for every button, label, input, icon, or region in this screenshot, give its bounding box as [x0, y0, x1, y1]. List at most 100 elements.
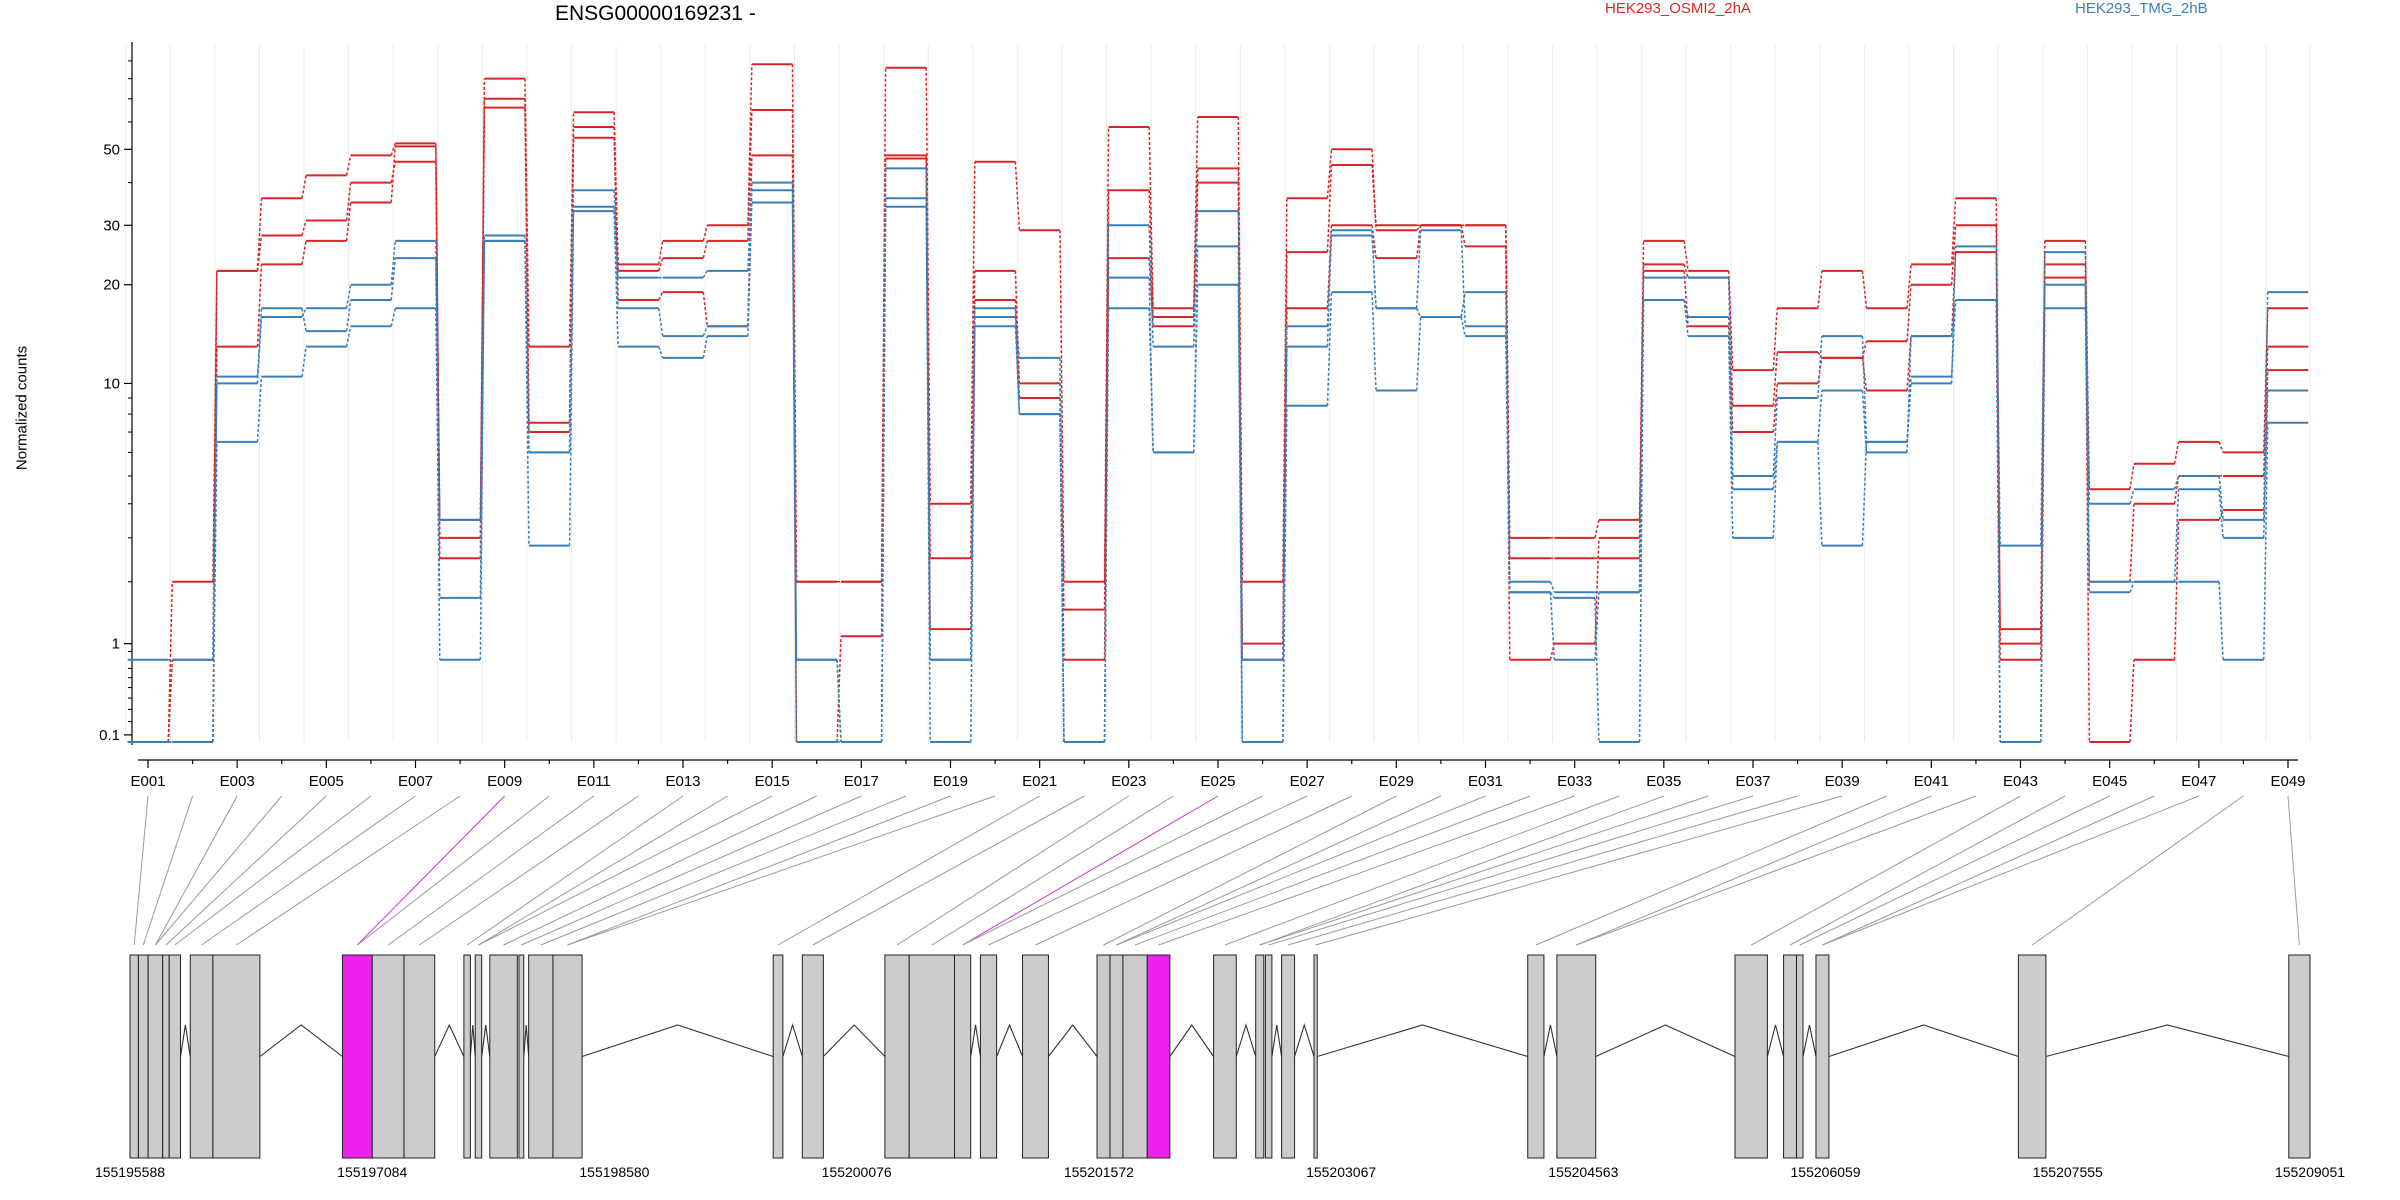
- exon-connector: [1315, 795, 1843, 946]
- series-connector: [1772, 397, 1779, 476]
- series-connector: [301, 220, 307, 236]
- series-connector: [2129, 503, 2135, 582]
- x-tick-label: E013: [665, 773, 700, 790]
- highlighted-exon: [341, 954, 373, 1159]
- x-tick-label: E027: [1290, 773, 1325, 790]
- series-connector: [2173, 441, 2180, 464]
- series-connector: [1727, 336, 1734, 538]
- series-connector: [791, 190, 798, 660]
- genomic-tick-label: 155195588: [95, 1164, 165, 1180]
- genomic-tick-label: 155206059: [1791, 1164, 1861, 1180]
- exon-connector: [988, 795, 1308, 946]
- legend-item-osmi2: HEK293_OSMI2_2hA: [1605, 0, 1751, 17]
- series-connector: [1950, 299, 1957, 377]
- series-connector: [1772, 383, 1779, 433]
- series-connector: [880, 206, 887, 743]
- series-connector: [435, 143, 441, 520]
- intron-line: [822, 1024, 886, 1057]
- exon-connector: [357, 795, 550, 946]
- exon-block: [1122, 954, 1148, 1159]
- series-3: [127, 167, 2309, 743]
- series-connector: [1772, 441, 1779, 538]
- series-connector: [2173, 519, 2180, 660]
- exon-connector: [356, 795, 506, 946]
- series-connector: [1148, 308, 1154, 453]
- exon-block: [552, 954, 583, 1159]
- exon-connector: [1576, 795, 1977, 946]
- series-connector: [1192, 211, 1199, 347]
- series-connector: [1594, 597, 1600, 743]
- x-tick-label: E035: [1646, 773, 1681, 790]
- series-connector: [1817, 390, 1823, 442]
- series-connector: [702, 325, 708, 337]
- exon-connector: [1287, 795, 1798, 946]
- series-connector: [2262, 292, 2269, 520]
- exon-connector: [1103, 795, 1397, 946]
- genomic-tick-label: 155207555: [2033, 1164, 2103, 1180]
- series-connector: [1237, 284, 1244, 743]
- series-connector: [1014, 161, 1021, 231]
- exon-connector: [812, 795, 1085, 946]
- intron-line: [523, 1024, 530, 1057]
- series-connector: [1861, 336, 1868, 442]
- series-connector: [256, 316, 263, 384]
- series-connector: [1326, 292, 1333, 406]
- intron-line: [469, 1024, 476, 1057]
- series-connector: [301, 346, 307, 377]
- series-connector: [1906, 376, 1912, 442]
- exon-block: [1255, 954, 1265, 1159]
- series-connector: [2218, 475, 2224, 520]
- exon-block: [147, 954, 164, 1159]
- exon-connector: [1822, 795, 2155, 946]
- series-connector: [2262, 370, 2269, 511]
- exon-block: [1783, 954, 1798, 1159]
- exon-block: [1281, 954, 1296, 1159]
- intron-line: [259, 1024, 343, 1057]
- series-connector: [212, 441, 218, 743]
- series-connector: [1148, 225, 1154, 347]
- series-connector: [2040, 277, 2046, 660]
- series-connector: [2084, 252, 2091, 504]
- x-tick-label: E021: [1022, 773, 1057, 790]
- exon-block: [1734, 954, 1768, 1159]
- series-connector: [345, 202, 352, 241]
- gene-model: [129, 954, 2311, 1159]
- series-connector: [1683, 299, 1689, 337]
- intron-line: [1169, 1024, 1215, 1057]
- x-tick-label: E031: [1468, 773, 1503, 790]
- x-tick-label: E009: [487, 773, 522, 790]
- x-tick-label: E023: [1111, 773, 1146, 790]
- series-connector: [1326, 149, 1333, 199]
- series-connector: [345, 299, 352, 332]
- exon-block: [189, 954, 214, 1159]
- series-connector: [256, 264, 263, 347]
- exon-block: [168, 954, 182, 1159]
- series-connector: [1460, 225, 1466, 247]
- series-connector: [2129, 659, 2135, 743]
- series-connector: [1237, 246, 1244, 743]
- series-connector: [1594, 519, 1600, 539]
- series-connector: [1326, 165, 1333, 253]
- x-tick-label: E005: [309, 773, 344, 790]
- y-tick-label: 0.1: [99, 727, 120, 744]
- exon-connector: [1799, 795, 2110, 946]
- exon-connector: [236, 795, 461, 946]
- series-connector: [925, 67, 931, 504]
- series-connector: [702, 240, 709, 259]
- x-tick-label: E049: [2270, 773, 2305, 790]
- series-connector: [256, 308, 263, 377]
- series-connector: [524, 98, 530, 423]
- series-connector: [658, 346, 664, 359]
- series-connector: [1282, 405, 1288, 743]
- series-connector: [1415, 316, 1422, 391]
- series-connector: [390, 240, 396, 285]
- exon-connector: [540, 795, 907, 946]
- series-connector: [256, 235, 263, 271]
- series-connector: [1282, 198, 1288, 582]
- y-tick-label: 10: [103, 375, 120, 392]
- exon-connector: [1158, 795, 1575, 946]
- series-connector: [836, 636, 842, 743]
- series-connector: [301, 240, 307, 265]
- series-connector: [2262, 390, 2269, 538]
